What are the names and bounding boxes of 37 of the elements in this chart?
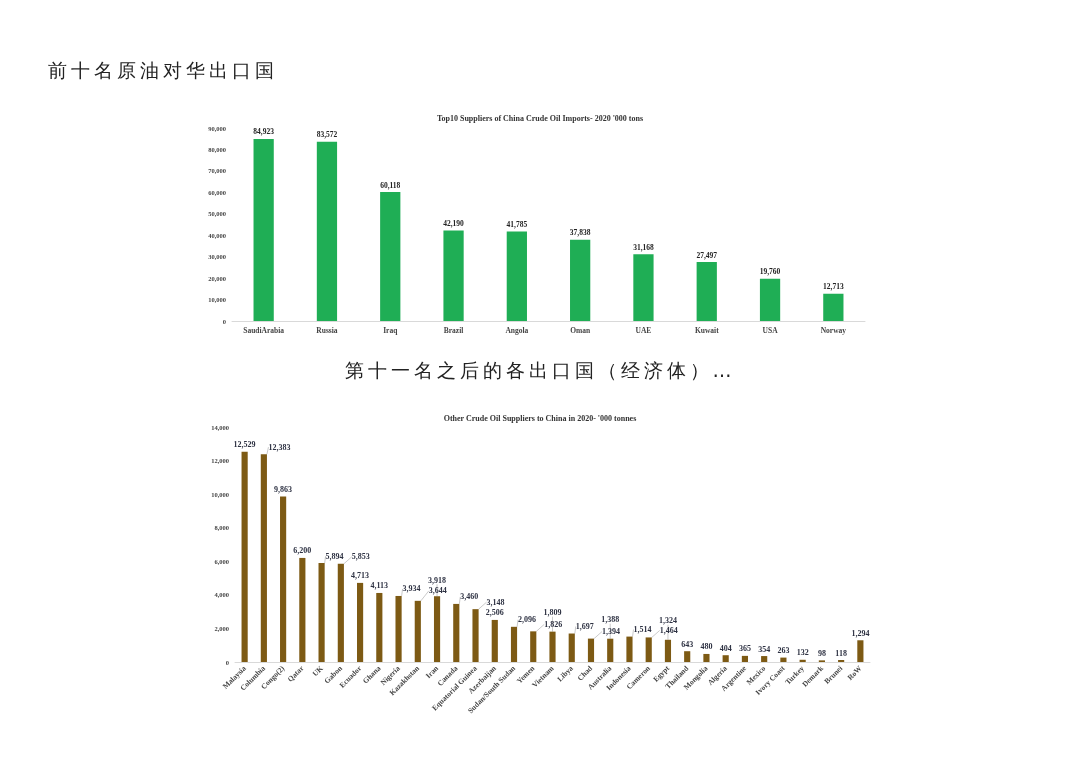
text: 前十名原油对华出口国 (48, 58, 278, 83)
data-label: 354 (758, 644, 771, 654)
data-label: 3,934 (402, 584, 421, 594)
data-label: 1,826 (544, 619, 563, 629)
data-label: 643 (681, 639, 694, 649)
data-label: 1,464 (659, 625, 678, 635)
data-label: 1,294 (851, 628, 870, 638)
chart-title: Other Crude Oil Suppliers to China in 2020- '000 tonnes (443, 413, 637, 423)
data-label: 98 (817, 648, 826, 658)
data-label: 480 (700, 642, 713, 652)
data-label: 3,644 (428, 586, 447, 596)
data-label: 6,200 (293, 546, 312, 556)
data-label: 12,383 (268, 442, 291, 452)
data-label: 118 (835, 648, 847, 658)
text: 第十一名之后的各出口国（经济体）… (344, 358, 736, 383)
data-label: 4,713 (351, 571, 370, 581)
data-label: 9,863 (274, 484, 293, 494)
data-label: 3,918 (428, 575, 447, 585)
data-label: 1,388 (601, 615, 620, 625)
data-label: 1,809 (543, 608, 562, 618)
data-label: 1,394 (601, 627, 620, 637)
data-label: 263 (777, 646, 790, 656)
data-label: 3,460 (460, 592, 479, 602)
data-label: 12,529 (233, 440, 256, 450)
data-label: 1,514 (633, 625, 652, 635)
data-label: 4,113 (370, 581, 389, 591)
data-label: 132 (796, 648, 809, 658)
data-label: 1,324 (658, 616, 677, 626)
data-label: 404 (719, 643, 732, 653)
data-label: 1,697 (575, 622, 594, 632)
chart-title: Top10 Suppliers of China Crude Oil Imports- 2020 '000 tons (436, 113, 644, 123)
data-label: 2,506 (485, 608, 504, 618)
data-label: 5,853 (351, 552, 370, 562)
data-label: 3,148 (486, 597, 505, 607)
data-label: 5,894 (325, 551, 344, 561)
data-label: 365 (738, 644, 751, 654)
data-label: 2,096 (518, 615, 537, 625)
